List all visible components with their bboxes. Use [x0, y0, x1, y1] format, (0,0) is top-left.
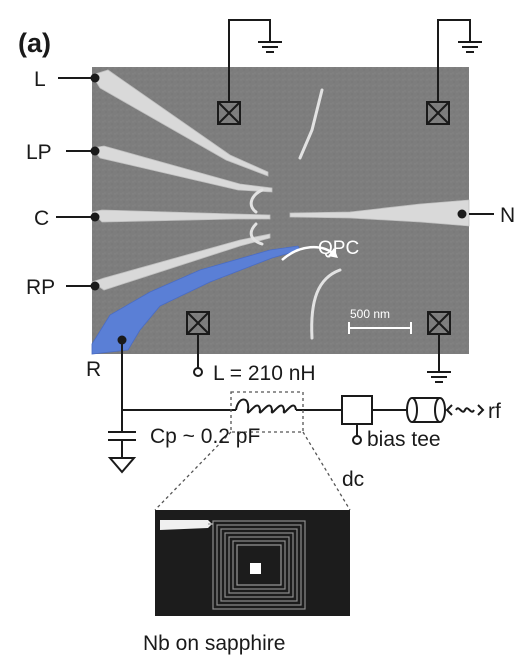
- ground-wiring: [197, 19, 482, 383]
- ohmic-contacts: [186, 101, 451, 335]
- label-n: N: [500, 204, 515, 227]
- panel-label: (a): [18, 28, 51, 58]
- dot-arc-bottom: [249, 222, 264, 246]
- gate-n: [289, 199, 470, 227]
- rf-circuit: [107, 340, 446, 474]
- gate-rp: [91, 233, 271, 291]
- bias-tee-label: bias tee: [367, 428, 441, 451]
- fine-gates: [249, 88, 342, 340]
- substrate-caption: Nb on sapphire: [143, 632, 285, 655]
- gate-lp: [91, 145, 273, 193]
- qpc-finger: [310, 268, 342, 340]
- label-c: C: [34, 207, 49, 230]
- dot-arc-top: [249, 188, 264, 214]
- capacitance-label: Cp ~ 0.2 pF: [150, 425, 260, 448]
- label-r: R: [86, 358, 101, 381]
- inductor-label: L = 210 nH: [213, 362, 316, 385]
- gate-r-highlight: [91, 245, 301, 355]
- qpc-arrow-head: [328, 248, 338, 258]
- dc-label: dc: [342, 468, 364, 491]
- label-lp: LP: [26, 141, 52, 164]
- label-l: L: [34, 68, 46, 91]
- inductor-micrograph: [155, 510, 350, 616]
- scale-bar-label: 500 nm: [350, 307, 390, 321]
- gate-electrodes: [91, 69, 470, 291]
- label-rp: RP: [26, 276, 55, 299]
- qpc-label: QPC: [318, 238, 359, 259]
- rf-label: rf: [488, 400, 501, 423]
- qpc-arrow: [281, 246, 335, 261]
- zoom-indicator: [154, 391, 351, 511]
- inductor-coil: [235, 398, 297, 414]
- rf-signal-arrow: [445, 404, 485, 416]
- scale-bar: [348, 322, 412, 334]
- contact-terminal: [193, 367, 203, 377]
- top-finger: [298, 88, 324, 160]
- gate-l: [91, 69, 269, 177]
- dc-terminal: [352, 435, 362, 445]
- gate-leads: [56, 77, 494, 287]
- gate-c: [91, 209, 271, 223]
